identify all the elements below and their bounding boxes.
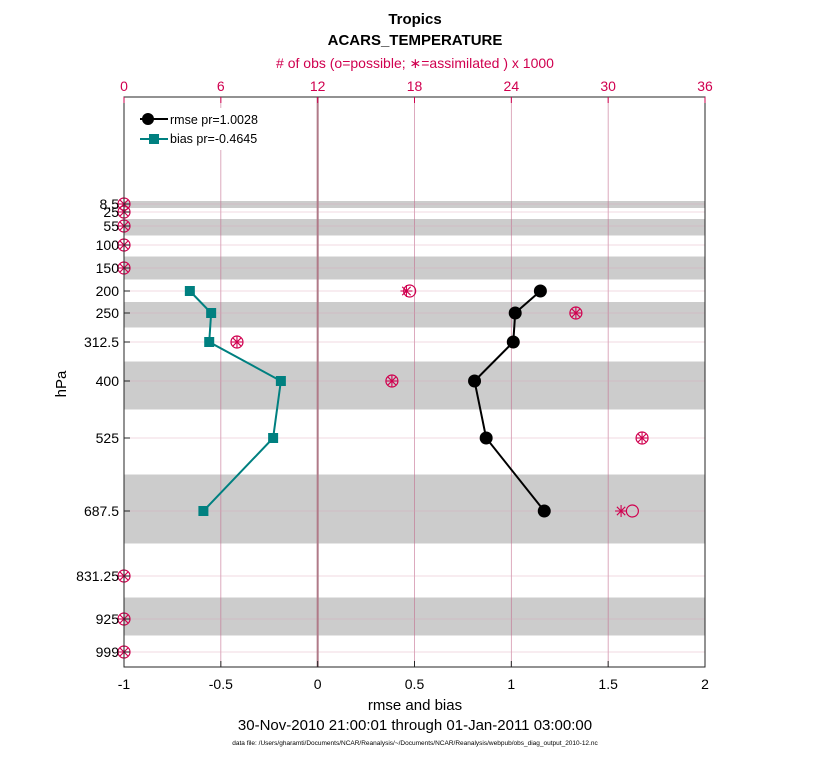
rmse-point: [479, 431, 493, 445]
y-tick-label: 150: [96, 260, 120, 276]
obs-star-stroke: [401, 286, 412, 296]
obs-assimilated-marker: [569, 307, 582, 319]
obs-assimilated-marker: [385, 375, 398, 387]
y-tick-label: 312.5: [84, 334, 119, 350]
top-tick-label: 6: [217, 78, 225, 94]
obs-star-stroke: [637, 433, 647, 443]
rmse-point: [468, 374, 482, 388]
date-range: 30-Nov-2010 21:00:01 through 01-Jan-2011…: [238, 717, 592, 734]
obs-assimilated-marker: [400, 285, 413, 297]
top-tick-label: 18: [407, 78, 423, 94]
y-tick-label: 687.5: [84, 503, 119, 519]
rmse-point: [508, 306, 522, 320]
bias-point: [268, 433, 279, 443]
legend-rmse-label: rmse pr=1.0028: [170, 113, 258, 127]
legend: rmse pr=1.0028 bias pr=-0.4645: [132, 108, 276, 150]
top-tick-label: 0: [120, 78, 128, 94]
bias-point: [206, 308, 217, 318]
x-tick-label: 0: [314, 676, 322, 692]
y-tick-label: 8.5: [100, 196, 120, 212]
top-tick-label: 30: [600, 78, 616, 94]
chart-subtitle: ACARS_TEMPERATURE: [328, 32, 503, 49]
obs-assimilated-marker: [230, 336, 243, 348]
bias-point: [204, 337, 215, 347]
legend-bias-marker: [149, 134, 159, 144]
y-tick-label: 831.25: [76, 568, 119, 584]
rmse-point: [533, 284, 547, 298]
x-tick-label: -0.5: [209, 676, 233, 692]
x-tick-label: 1.5: [598, 676, 618, 692]
y-tick-label: 525: [96, 430, 120, 446]
rmse-point: [537, 504, 551, 518]
obs-assimilated-marker: [615, 505, 628, 517]
obs-star-stroke: [232, 337, 242, 347]
y-tick-label: 100: [96, 237, 120, 253]
top-tick-label: 12: [310, 78, 326, 94]
y-tick-label: 250: [96, 305, 120, 321]
y-tick-label: 400: [96, 373, 120, 389]
y-tick-label: 25: [103, 204, 119, 220]
obs-star-stroke: [616, 506, 626, 516]
bias-point: [184, 286, 195, 296]
top-tick-label: 24: [504, 78, 520, 94]
bias-point: [275, 376, 286, 386]
data-file-note: data file: /Users/gharamti/Documents/NCA…: [232, 740, 598, 747]
obs-star-stroke: [571, 308, 581, 318]
top-axis-label: # of obs (o=possible; ∗=assimilated ) x …: [276, 55, 554, 71]
y-tick-label: 200: [96, 283, 120, 299]
obs-star-stroke: [387, 376, 397, 386]
x-axis-label: rmse and bias: [368, 697, 462, 714]
rmse-point: [506, 335, 520, 349]
y-tick-label: 925: [96, 611, 120, 627]
x-tick-label: -1: [118, 676, 131, 692]
y-tick-label: 999: [96, 644, 120, 660]
legend-rmse-marker: [142, 113, 154, 125]
chart-title: Tropics: [388, 11, 441, 28]
x-tick-label: 1: [507, 676, 515, 692]
bias-point: [198, 506, 209, 516]
x-tick-label: 2: [701, 676, 709, 692]
obs-assimilated-marker: [636, 432, 649, 444]
data-series: [184, 284, 551, 518]
y-tick-label: 55: [103, 218, 119, 234]
y-axis-label: hPa: [53, 370, 70, 397]
x-tick-label: 0.5: [405, 676, 425, 692]
top-tick-label: 36: [697, 78, 713, 94]
legend-bias-label: bias pr=-0.4645: [170, 132, 257, 146]
